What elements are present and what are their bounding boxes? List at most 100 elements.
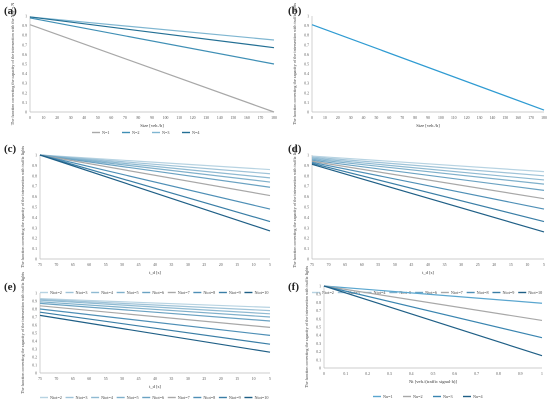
- legend-entry: Ntot=4: [101, 290, 114, 295]
- x-tick-label: 80: [413, 116, 417, 120]
- y-axis-label: The function correcting the capacity of …: [20, 146, 25, 268]
- x-axis-label: Size [veh./h]: [140, 123, 164, 128]
- y-tick-label: 0.4: [304, 216, 309, 220]
- x-tick-label: 65: [71, 377, 75, 381]
- x-tick-label: 20: [219, 377, 223, 381]
- x-tick-label: 75: [38, 263, 42, 267]
- chart-panel: (c) 0 0.1 0.2 0.3 0.4 0.5 0.6 0.7 0.8 0.9 1 75 70 65 60…: [4, 143, 271, 295]
- legend-entry: Ntot=7: [451, 290, 463, 295]
- legend-entry: Ntot=3: [76, 290, 88, 295]
- legend-entry: Ntot=4: [101, 395, 114, 400]
- y-tick-label: 0: [35, 372, 37, 376]
- x-tick-label: 90: [426, 116, 430, 120]
- y-tick-label: 0.6: [32, 195, 37, 199]
- y-tick-label: 0.4: [304, 72, 309, 76]
- series-line: [39, 154, 271, 232]
- y-tick-label: 0.7: [316, 309, 321, 313]
- x-tick-label: 50: [120, 263, 124, 267]
- y-tick-label: 0.3: [316, 342, 321, 346]
- y-tick-label: 0.8: [304, 34, 309, 38]
- series-line: [323, 285, 543, 304]
- x-tick-label: 50: [96, 116, 100, 120]
- y-tick-label: 0.1: [32, 247, 37, 251]
- y-tick-label: 0: [307, 258, 309, 262]
- x-tick-label: 60: [87, 377, 91, 381]
- series-line: [29, 17, 275, 65]
- x-tick-label: 30: [459, 263, 463, 267]
- chart-panel: (f)00.10.20.30.40.50.60.70.80.910 0.1 0.2 0…: [288, 266, 543, 399]
- panel-label: (b): [288, 5, 302, 17]
- series-line: [311, 162, 545, 223]
- chart-panel: (d) 0 0.1 0.2 0.3 0.4 0.5 0.6 0.7 0.8 0.9 1 75 70 65 60…: [288, 143, 545, 295]
- series-line: [311, 161, 545, 210]
- series-line: [39, 299, 271, 315]
- legend-entry: Ntot=6: [152, 290, 164, 295]
- series-line: [29, 16, 275, 49]
- y-tick-label: 1: [35, 292, 37, 296]
- legend-entry: N=2: [132, 130, 139, 135]
- x-tick-label: 35: [443, 263, 447, 267]
- y-tick-label: 0.9: [304, 24, 309, 28]
- y-tick-label: 0.1: [316, 358, 321, 362]
- x-tick-label: 40: [153, 263, 157, 267]
- y-tick-label: 0.6: [316, 317, 321, 321]
- series-line: [323, 285, 543, 322]
- series-line: [39, 154, 271, 197]
- x-tick-label: 120: [464, 116, 470, 120]
- x-tick-label: 70: [123, 116, 127, 120]
- legend-entry: Ntot=9: [502, 290, 514, 295]
- y-tick-label: 0.3: [32, 348, 37, 352]
- x-tick-label: 50: [120, 377, 124, 381]
- x-tick-label: 35: [170, 377, 174, 381]
- x-tick-label: 15: [509, 263, 513, 267]
- x-tick-label: 0.5: [431, 372, 436, 376]
- chart-panel: (a)00.10.20.30.40.50.60.70.80.910 10 20 30 4…: [4, 3, 277, 135]
- legend-entry: Ntot=10: [254, 395, 268, 400]
- legend-entry: N=3: [162, 130, 169, 135]
- y-tick-label: 0.6: [304, 53, 309, 57]
- x-tick-label: 150: [230, 116, 236, 120]
- y-tick-label: 0.9: [32, 164, 37, 168]
- x-tick-label: 0.3: [387, 372, 392, 376]
- x-tick-label: 130: [477, 116, 483, 120]
- x-tick-label: 10: [323, 116, 327, 120]
- x-axis-label: t_d [s]: [149, 384, 161, 389]
- legend-entry: Ntot=5: [127, 290, 139, 295]
- x-tick-label: 0.1: [343, 372, 348, 376]
- y-tick-label: 1: [307, 15, 309, 19]
- x-tick-label: 180: [541, 116, 547, 120]
- y-tick-label: 0.5: [32, 332, 37, 336]
- series-line: [39, 154, 271, 175]
- x-tick-label: 70: [327, 263, 331, 267]
- x-tick-label: 10: [252, 377, 256, 381]
- x-tick-label: 5: [269, 263, 271, 267]
- x-tick-label: 40: [426, 263, 430, 267]
- y-tick-label: 0.8: [32, 174, 37, 178]
- legend-entry: Ntot=2: [322, 290, 334, 295]
- y-tick-label: 1: [307, 154, 309, 158]
- panel-label: (f): [288, 281, 299, 293]
- x-tick-label: 25: [202, 263, 206, 267]
- y-tick-label: 0.5: [32, 206, 37, 210]
- y-tick-label: 0.1: [304, 247, 309, 251]
- x-tick-label: 140: [217, 116, 223, 120]
- legend-entry: Ntot=9: [229, 395, 241, 400]
- legend-entry: N=1: [102, 130, 109, 135]
- legend-entry: Ntot=6: [152, 395, 164, 400]
- y-tick-label: 0.4: [316, 334, 321, 338]
- y-tick-label: 0.2: [304, 237, 309, 241]
- x-tick-label: 90: [150, 116, 154, 120]
- x-tick-label: 60: [360, 263, 364, 267]
- y-tick-label: 0.7: [304, 185, 309, 189]
- x-tick-label: 110: [451, 116, 457, 120]
- x-tick-label: 5: [543, 263, 545, 267]
- legend-entry: Nu=2: [413, 394, 423, 399]
- x-tick-label: 160: [515, 116, 521, 120]
- series-line: [311, 24, 545, 111]
- y-tick-label: 0.4: [32, 340, 37, 344]
- legend-entry: Ntot=3: [76, 395, 88, 400]
- x-axis-label: Size [veh./h]: [416, 123, 440, 128]
- series-line: [39, 154, 271, 188]
- legend-entry: Nu=1: [383, 394, 393, 399]
- y-tick-label: 0.7: [32, 185, 37, 189]
